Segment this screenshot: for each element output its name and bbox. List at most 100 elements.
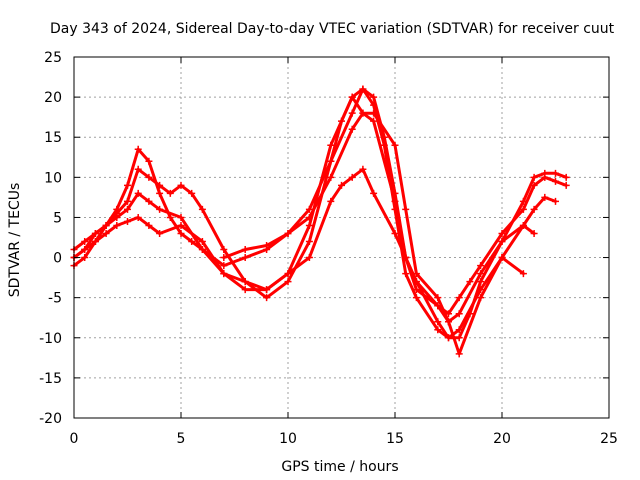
data-point — [359, 165, 367, 173]
x-tick-label: 10 — [279, 431, 297, 447]
x-axis-label: GPS time / hours — [281, 459, 398, 475]
data-point — [81, 238, 89, 246]
data-point — [263, 294, 271, 302]
y-tick-label: 25 — [44, 50, 62, 66]
data-point — [391, 141, 399, 149]
data-point — [134, 213, 142, 221]
data-point — [156, 181, 164, 189]
series-line — [72, 87, 557, 340]
data-point — [434, 318, 442, 326]
y-tick-label: -20 — [39, 411, 62, 427]
data-point — [284, 229, 292, 237]
data-point — [263, 286, 271, 294]
data-point — [91, 238, 99, 246]
data-point — [370, 93, 378, 101]
data-point — [359, 85, 367, 93]
x-tick-label: 0 — [70, 431, 79, 447]
data-point — [305, 238, 313, 246]
data-point — [305, 254, 313, 262]
data-point — [220, 246, 228, 254]
data-point — [145, 157, 153, 165]
data-point — [498, 229, 506, 237]
data-point — [402, 205, 410, 213]
data-point — [134, 145, 142, 153]
x-axis-ticks: 0 5 10 15 20 25 — [70, 57, 618, 447]
data-point — [220, 254, 228, 262]
data-point — [348, 125, 356, 133]
data-point — [327, 197, 335, 205]
data-point — [166, 213, 174, 221]
data-point — [177, 229, 185, 237]
data-point — [402, 254, 410, 262]
y-tick-label: 10 — [44, 170, 62, 186]
data-point — [552, 197, 559, 205]
data-point — [562, 173, 570, 181]
data-point — [241, 254, 249, 262]
data-point — [220, 270, 228, 278]
data-point — [455, 294, 463, 302]
data-point — [305, 213, 313, 221]
data-point — [241, 246, 249, 254]
data-point — [530, 229, 538, 237]
data-point — [91, 229, 99, 237]
data-point — [124, 197, 131, 205]
data-point — [445, 318, 452, 326]
data-point — [348, 173, 356, 181]
data-point — [145, 173, 153, 181]
data-point — [134, 165, 142, 173]
data-point — [188, 189, 196, 197]
data-point — [519, 221, 527, 229]
data-point — [348, 93, 356, 101]
data-point — [284, 278, 292, 286]
data-point — [530, 205, 538, 213]
data-point — [498, 238, 506, 246]
data-point — [455, 350, 463, 358]
data-point — [188, 238, 196, 246]
data-point — [412, 294, 420, 302]
data-point — [327, 141, 335, 149]
data-point — [102, 229, 110, 237]
data-point — [327, 157, 335, 165]
series-line — [72, 87, 568, 340]
data-point — [338, 181, 345, 189]
data-point — [412, 278, 420, 286]
data-point — [305, 221, 313, 229]
data-point — [519, 270, 527, 278]
data-point — [166, 189, 174, 197]
y-tick-label: -5 — [48, 291, 62, 307]
data-point — [455, 334, 463, 342]
data-point — [552, 169, 559, 177]
data-point — [402, 270, 410, 278]
data-point — [102, 221, 110, 229]
series-group — [70, 85, 570, 358]
data-point — [124, 205, 131, 213]
series-line — [72, 167, 536, 324]
x-tick-label: 15 — [386, 431, 404, 447]
data-point — [220, 262, 228, 270]
data-point — [198, 246, 206, 254]
data-point — [477, 270, 485, 278]
data-point — [434, 326, 442, 334]
x-tick-label: 5 — [177, 431, 186, 447]
y-tick-label: 0 — [53, 251, 62, 267]
data-point — [241, 286, 249, 294]
data-point — [455, 326, 463, 334]
data-point — [552, 177, 559, 185]
data-point — [134, 189, 142, 197]
data-point — [412, 270, 420, 278]
series-sat-c — [70, 85, 559, 342]
y-tick-label: 5 — [53, 210, 62, 226]
data-point — [113, 221, 121, 229]
data-point — [455, 310, 463, 318]
data-point — [177, 221, 185, 229]
data-point — [284, 270, 292, 278]
data-point — [466, 278, 474, 286]
data-point — [81, 254, 89, 262]
grid — [74, 57, 609, 418]
data-point — [498, 254, 506, 262]
data-point — [562, 181, 570, 189]
series-sat-e — [220, 109, 527, 358]
data-point — [156, 229, 164, 237]
data-point — [530, 181, 538, 189]
